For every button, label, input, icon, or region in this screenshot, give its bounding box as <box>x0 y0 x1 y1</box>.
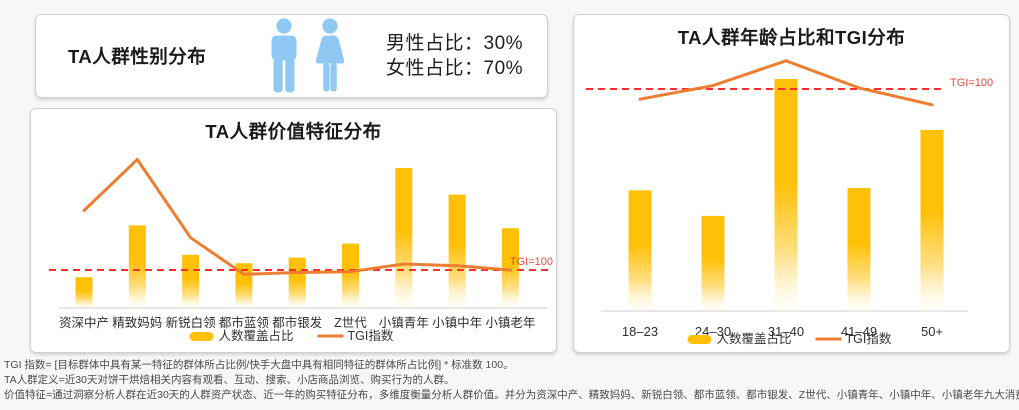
male-person-icon <box>271 18 297 93</box>
tgi-reference-label: TGI=100 <box>510 256 553 268</box>
footnote-ta-definition: TA人群定义=近30天对饼干烘焙相关内容有观看、互动、搜索、小店商品浏览、购买行… <box>4 374 455 386</box>
legend-line-label: TGI指数 <box>846 331 892 346</box>
x-axis-label: 资深中产 <box>59 315 109 330</box>
bar <box>847 188 871 311</box>
tgi-line <box>82 158 512 276</box>
x-axis-label: Z世代 <box>334 316 367 330</box>
age-chart-title: TA人群年龄占比和TGI分布 <box>677 27 906 48</box>
tgi-line <box>638 59 934 107</box>
x-axis-label: 新锐白领 <box>166 315 217 330</box>
x-axis-label: 精致妈妈 <box>112 316 162 330</box>
legend-bar-label: 人数覆盖占比 <box>219 328 294 343</box>
x-axis-label: 41–49 <box>841 324 877 339</box>
bar <box>395 168 413 308</box>
x-axis-label: 都市银发 <box>272 315 323 330</box>
bar <box>701 215 725 311</box>
legend-bar-label: 人数覆盖占比 <box>717 331 792 346</box>
x-axis-label: 18–23 <box>622 324 658 339</box>
age-tgi-panel: TA人群年龄占比和TGI分布 TGI=100 18–23 24–30 31–40 41–… <box>573 14 1010 353</box>
tgi-reference-label: TGI=100 <box>950 77 993 89</box>
bar <box>774 79 798 311</box>
bar <box>75 277 93 308</box>
bar <box>448 194 466 308</box>
gender-icons <box>266 18 348 94</box>
footnote-tgi-definition: TGI 指数= [目标群体中具有某一特征的群体所占比例/快手大盘中具有相同特征的… <box>4 359 514 371</box>
bar <box>342 243 359 308</box>
bar <box>182 254 200 308</box>
bar <box>501 228 519 308</box>
x-axis-label: 31–40 <box>768 324 804 339</box>
male-ratio-text: 男性占比：30% <box>386 33 524 54</box>
bar <box>128 225 146 308</box>
x-axis-label: 50+ <box>921 324 943 339</box>
bar <box>288 257 306 308</box>
gender-panel-title: TA人群性别分布 <box>68 46 207 67</box>
legend-bar-swatch <box>687 335 712 344</box>
female-person-icon <box>315 18 345 92</box>
value-chart-title: TA人群价值特征分布 <box>205 121 382 142</box>
value-traits-panel: TA人群价值特征分布 TGI=100 资深中产 精致妈妈 新锐白领 都市蓝领 都市银发 Z世… <box>30 108 557 353</box>
x-axis-label: 小镇中年 <box>432 315 482 330</box>
x-axis-label: 小镇老年 <box>485 316 535 330</box>
x-axis-label: 小镇青年 <box>379 316 429 330</box>
footnotes: TGI 指数= [目标群体中具有某一特征的群体所占比例/快手大盘中具有相同特征的… <box>4 358 1019 403</box>
footnote-value-definition: 价值特征=通过洞察分析人群在近30天的人群资产状态、近一年的购买特征分布，多维度… <box>4 389 1019 401</box>
bar <box>920 130 944 311</box>
x-axis-label: 都市蓝领 <box>219 315 270 330</box>
gender-stats: 男性占比：30% 女性占比：70% <box>386 31 523 81</box>
bar <box>628 190 652 311</box>
legend-bar-swatch <box>189 332 214 341</box>
legend-line-label: TGI指数 <box>348 328 394 343</box>
value-traits-chart: TGI=100 资深中产 精致妈妈 新锐白领 都市蓝领 都市银发 Z世代 小镇青年 小镇中年 小镇… <box>49 158 553 343</box>
female-ratio-text: 女性占比：70% <box>386 58 524 79</box>
gender-panel: TA人群性别分布 男性占比：30% 女性占比：70% <box>35 14 548 98</box>
